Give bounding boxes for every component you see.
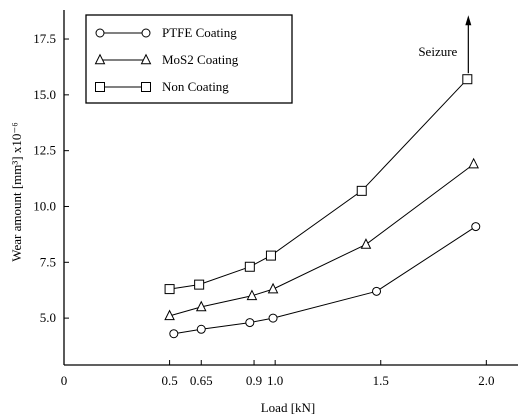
series-triangle [164, 157, 479, 321]
y-tick-label: 15.0 [33, 87, 56, 102]
x-tick-label: 0.9 [246, 373, 262, 388]
series-square [164, 74, 473, 295]
data-point [372, 286, 382, 296]
legend-marker [141, 28, 151, 38]
seizure-annotation: Seizure [418, 44, 457, 59]
data-point [164, 284, 175, 295]
legend-label: MoS2 Coating [162, 52, 239, 67]
data-point [356, 185, 367, 196]
data-point [468, 157, 479, 169]
legend-marker [95, 82, 105, 92]
data-point [268, 313, 278, 323]
y-tick-label: 10.0 [33, 198, 56, 213]
x-tick-label: 2.0 [478, 373, 494, 388]
x-tick-label: 0 [61, 373, 68, 388]
y-tick-label: 12.5 [33, 143, 56, 158]
legend: PTFE Coating MoS2 Coating Non Coating [85, 14, 293, 104]
data-point [471, 222, 481, 232]
legend-item: PTFE Coating [95, 25, 237, 40]
data-point [194, 279, 205, 290]
legend-marker [94, 53, 106, 65]
data-point [244, 261, 255, 272]
data-point [462, 74, 473, 85]
data-point [169, 329, 179, 339]
series-circle [169, 222, 481, 339]
series-line [169, 163, 474, 317]
annotation-group: Seizure [418, 15, 472, 74]
x-axis-title: Load [kN] [261, 400, 316, 415]
axes [63, 10, 518, 366]
x-tick-label: 1.0 [267, 373, 283, 388]
series-line [173, 226, 477, 335]
seizure-arrow-head [465, 15, 472, 26]
legend-label: PTFE Coating [162, 25, 237, 40]
data-point [246, 289, 258, 301]
y-axis-ticks: 5.0 7.5 10.0 12.5 15.0 17.5 [33, 31, 69, 325]
legend-item: MoS2 Coating [94, 52, 239, 67]
legend-marker [95, 28, 105, 38]
data-point [265, 250, 276, 261]
y-tick-label: 17.5 [33, 31, 56, 46]
series-line [169, 78, 468, 290]
data-point [196, 324, 206, 334]
y-tick-label: 5.0 [40, 310, 56, 325]
legend-label: Non Coating [162, 79, 229, 94]
x-axis-ticks: 0 0.5 0.65 0.9 1.0 1.5 2.0 [61, 360, 494, 388]
data-point [360, 238, 372, 249]
data-point [164, 309, 175, 321]
legend-marker [141, 82, 151, 92]
y-axis-title: Wear amount [mm³] x10⁻⁶ [9, 122, 24, 262]
series-group [164, 74, 481, 339]
legend-box [85, 14, 293, 104]
y-tick-label: 7.5 [40, 254, 56, 269]
legend-marker [140, 53, 152, 65]
x-tick-label: 0.5 [161, 373, 177, 388]
x-tick-label: 1.5 [373, 373, 389, 388]
data-point [267, 282, 279, 294]
x-tick-label: 0.65 [190, 373, 213, 388]
legend-item: Non Coating [95, 79, 229, 94]
data-point [195, 300, 207, 312]
data-point [245, 318, 255, 328]
